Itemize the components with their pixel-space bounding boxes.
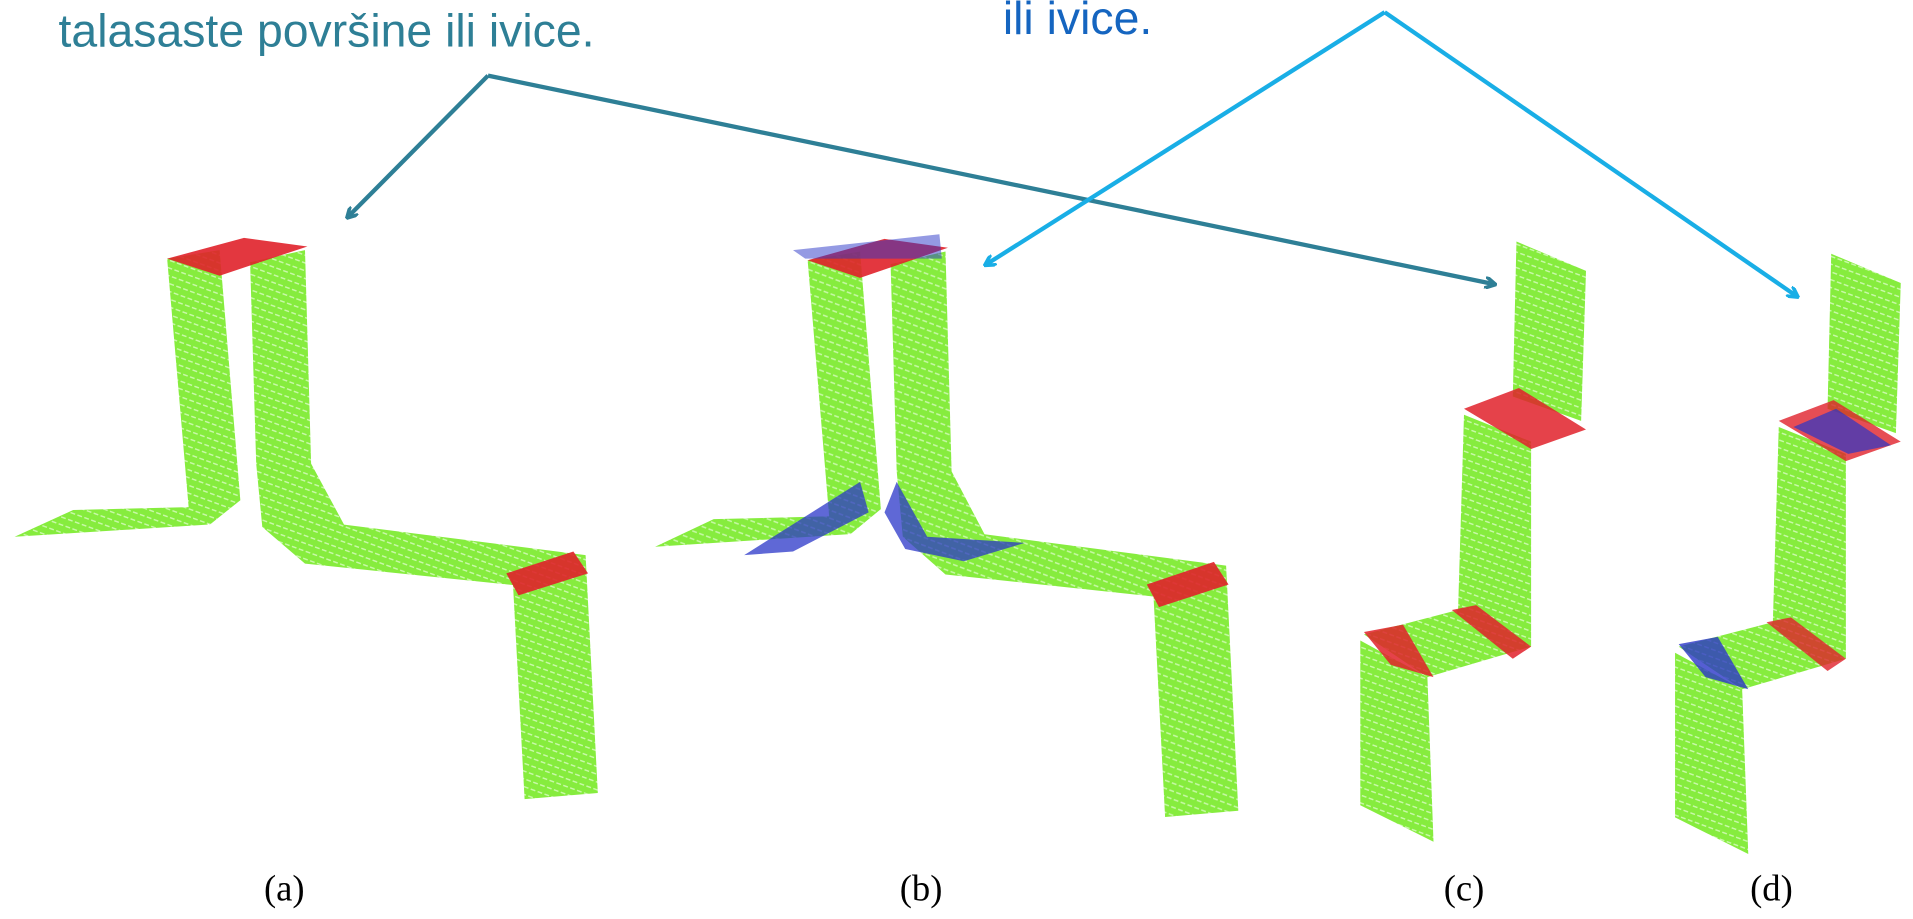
point-cloud-c — [1360, 242, 1586, 842]
right-caption: ili ivice. — [1003, 0, 1152, 44]
point-cloud-b — [655, 234, 1238, 817]
slide-content: talasaste površine ili ivice. ili ivice.… — [15, 0, 1901, 908]
point-cloud-d — [1675, 254, 1901, 854]
arrow — [488, 76, 1495, 285]
panel-label: (b) — [900, 867, 943, 908]
arrow — [348, 76, 488, 218]
page: {"captions": {"left": "talasaste površin… — [0, 0, 1913, 919]
point-cloud-a — [15, 238, 598, 799]
left-caption: talasaste površine ili ivice. — [59, 4, 595, 56]
slide: talasaste površine ili ivice. ili ivice.… — [0, 0, 1913, 919]
panel-label: (a) — [264, 867, 305, 908]
panel-label: (d) — [1750, 867, 1793, 908]
arrow — [1385, 12, 1797, 296]
panel-label: (c) — [1444, 867, 1485, 908]
arrow — [986, 12, 1385, 265]
